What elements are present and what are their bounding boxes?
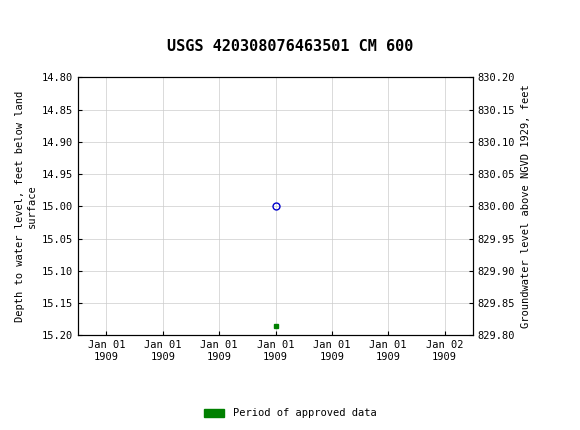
Text: USGS 420308076463501 CM 600: USGS 420308076463501 CM 600	[167, 39, 413, 54]
Legend: Period of approved data: Period of approved data	[200, 404, 380, 423]
Text: ≡USGS: ≡USGS	[9, 10, 59, 28]
Y-axis label: Groundwater level above NGVD 1929, feet: Groundwater level above NGVD 1929, feet	[521, 85, 531, 328]
Y-axis label: Depth to water level, feet below land
surface: Depth to water level, feet below land su…	[15, 91, 37, 322]
